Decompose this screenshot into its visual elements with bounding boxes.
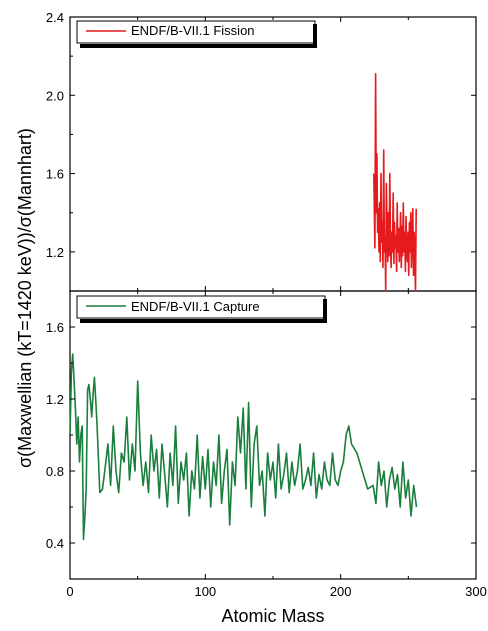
capture-legend-label: ENDF/B-VII.1 Capture bbox=[131, 299, 260, 314]
top-panel-ticks: 1.2 1.6 2.0 2.4 bbox=[46, 10, 477, 291]
y-tick-label: 1.6 bbox=[46, 167, 64, 182]
bottom-panel-ticks: 0.4 0.8 1.2 1.6 0 100 200 300 bbox=[46, 291, 487, 599]
y-tick-label: 1.6 bbox=[46, 320, 64, 335]
x-tick-label: 300 bbox=[465, 584, 487, 599]
fission-legend-label: ENDF/B-VII.1 Fission bbox=[131, 23, 255, 38]
capture-series-line bbox=[69, 353, 418, 541]
x-axis-title: Atomic Mass bbox=[221, 606, 324, 626]
top-legend: ENDF/B-VII.1 Fission bbox=[76, 20, 317, 48]
y-tick-label: 1.2 bbox=[46, 392, 64, 407]
y-tick-label: 0.4 bbox=[46, 536, 64, 551]
bottom-legend: ENDF/B-VII.1 Capture bbox=[76, 295, 327, 323]
y-tick-label: 1.2 bbox=[46, 245, 64, 260]
x-tick-label: 200 bbox=[330, 584, 352, 599]
y-tick-label: 2.0 bbox=[46, 88, 64, 103]
bottom-panel-frame bbox=[69, 290, 477, 580]
y-tick-label: 0.8 bbox=[46, 464, 64, 479]
y-tick-label: 2.4 bbox=[46, 10, 64, 25]
x-tick-label: 0 bbox=[66, 584, 73, 599]
x-tick-label: 100 bbox=[194, 584, 216, 599]
y-axis-title: σ(Maxwellian (kT=1420 keV))/σ(Mannhart) bbox=[15, 128, 35, 468]
fission-series-group bbox=[373, 73, 417, 292]
fission-series-line bbox=[373, 73, 417, 292]
capture-series-group bbox=[69, 353, 418, 541]
